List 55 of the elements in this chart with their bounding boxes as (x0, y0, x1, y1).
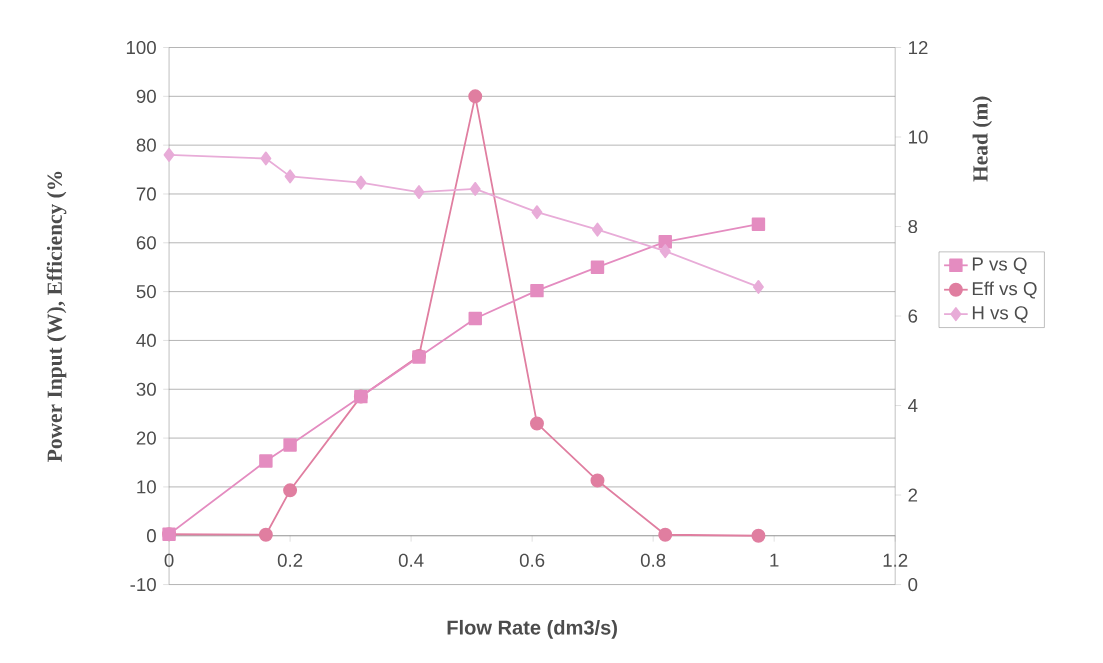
x-axis-title: Flow Rate (dm3/s) (447, 620, 617, 639)
point (163, 148, 175, 163)
y2-tick-label: 8 (908, 220, 918, 234)
point (592, 222, 603, 237)
y2-tick-label: 12 (909, 41, 928, 55)
x-tick-label: 0.4 (398, 553, 424, 568)
legend-label: Eff vs Q (972, 281, 1037, 299)
point (283, 483, 298, 498)
y-tick-label: 20 (136, 431, 156, 445)
y2-axis-title: Head (m) (972, 96, 993, 182)
point (529, 416, 544, 431)
y-tick-label: 30 (136, 382, 156, 397)
point (531, 205, 543, 220)
point (590, 473, 605, 488)
x-tick-label: 0 (164, 553, 174, 568)
point (752, 280, 764, 295)
y-tick-label: 90 (136, 89, 156, 104)
point (751, 217, 766, 232)
point (355, 175, 367, 190)
legend-label: P vs Q (972, 257, 1027, 275)
x-tick-label: 0.8 (640, 553, 666, 568)
y-axis-title: Power Input (W), Efficiency (% (46, 171, 67, 463)
y2-tick-label: 0 (908, 578, 918, 592)
point (284, 169, 296, 184)
point (413, 185, 425, 200)
y-tick-label: 10 (137, 480, 156, 494)
point (590, 260, 605, 275)
y-tick-label: 50 (136, 285, 156, 299)
point (469, 182, 481, 197)
y2-tick-label: 4 (908, 399, 918, 413)
y-tick-label: 0 (147, 529, 156, 543)
x-tick-label: 0.6 (519, 553, 545, 568)
x-tick-label: 1.2 (883, 553, 908, 567)
y-tick-label: 60 (136, 236, 156, 250)
point (468, 311, 482, 326)
point (659, 244, 671, 259)
x-tick-label: 0.2 (277, 553, 303, 568)
point (530, 284, 544, 298)
point (751, 528, 766, 543)
point (258, 527, 273, 542)
x-tick-label: 1 (770, 553, 779, 567)
point (260, 151, 272, 166)
point (283, 438, 297, 452)
y-tick-label: -10 (130, 578, 156, 592)
y-tick-label: 100 (126, 41, 156, 55)
y-tick-label: 70 (136, 187, 156, 201)
legend-label: H vs Q (972, 306, 1028, 323)
y-tick-label: 40 (136, 334, 156, 348)
point (259, 454, 273, 468)
point (658, 527, 673, 542)
y2-tick-label: 6 (908, 309, 918, 323)
y2-tick-label: 10 (909, 130, 928, 144)
y-tick-label: 80 (136, 138, 156, 152)
point (468, 89, 483, 104)
y2-tick-label: 2 (908, 488, 918, 502)
